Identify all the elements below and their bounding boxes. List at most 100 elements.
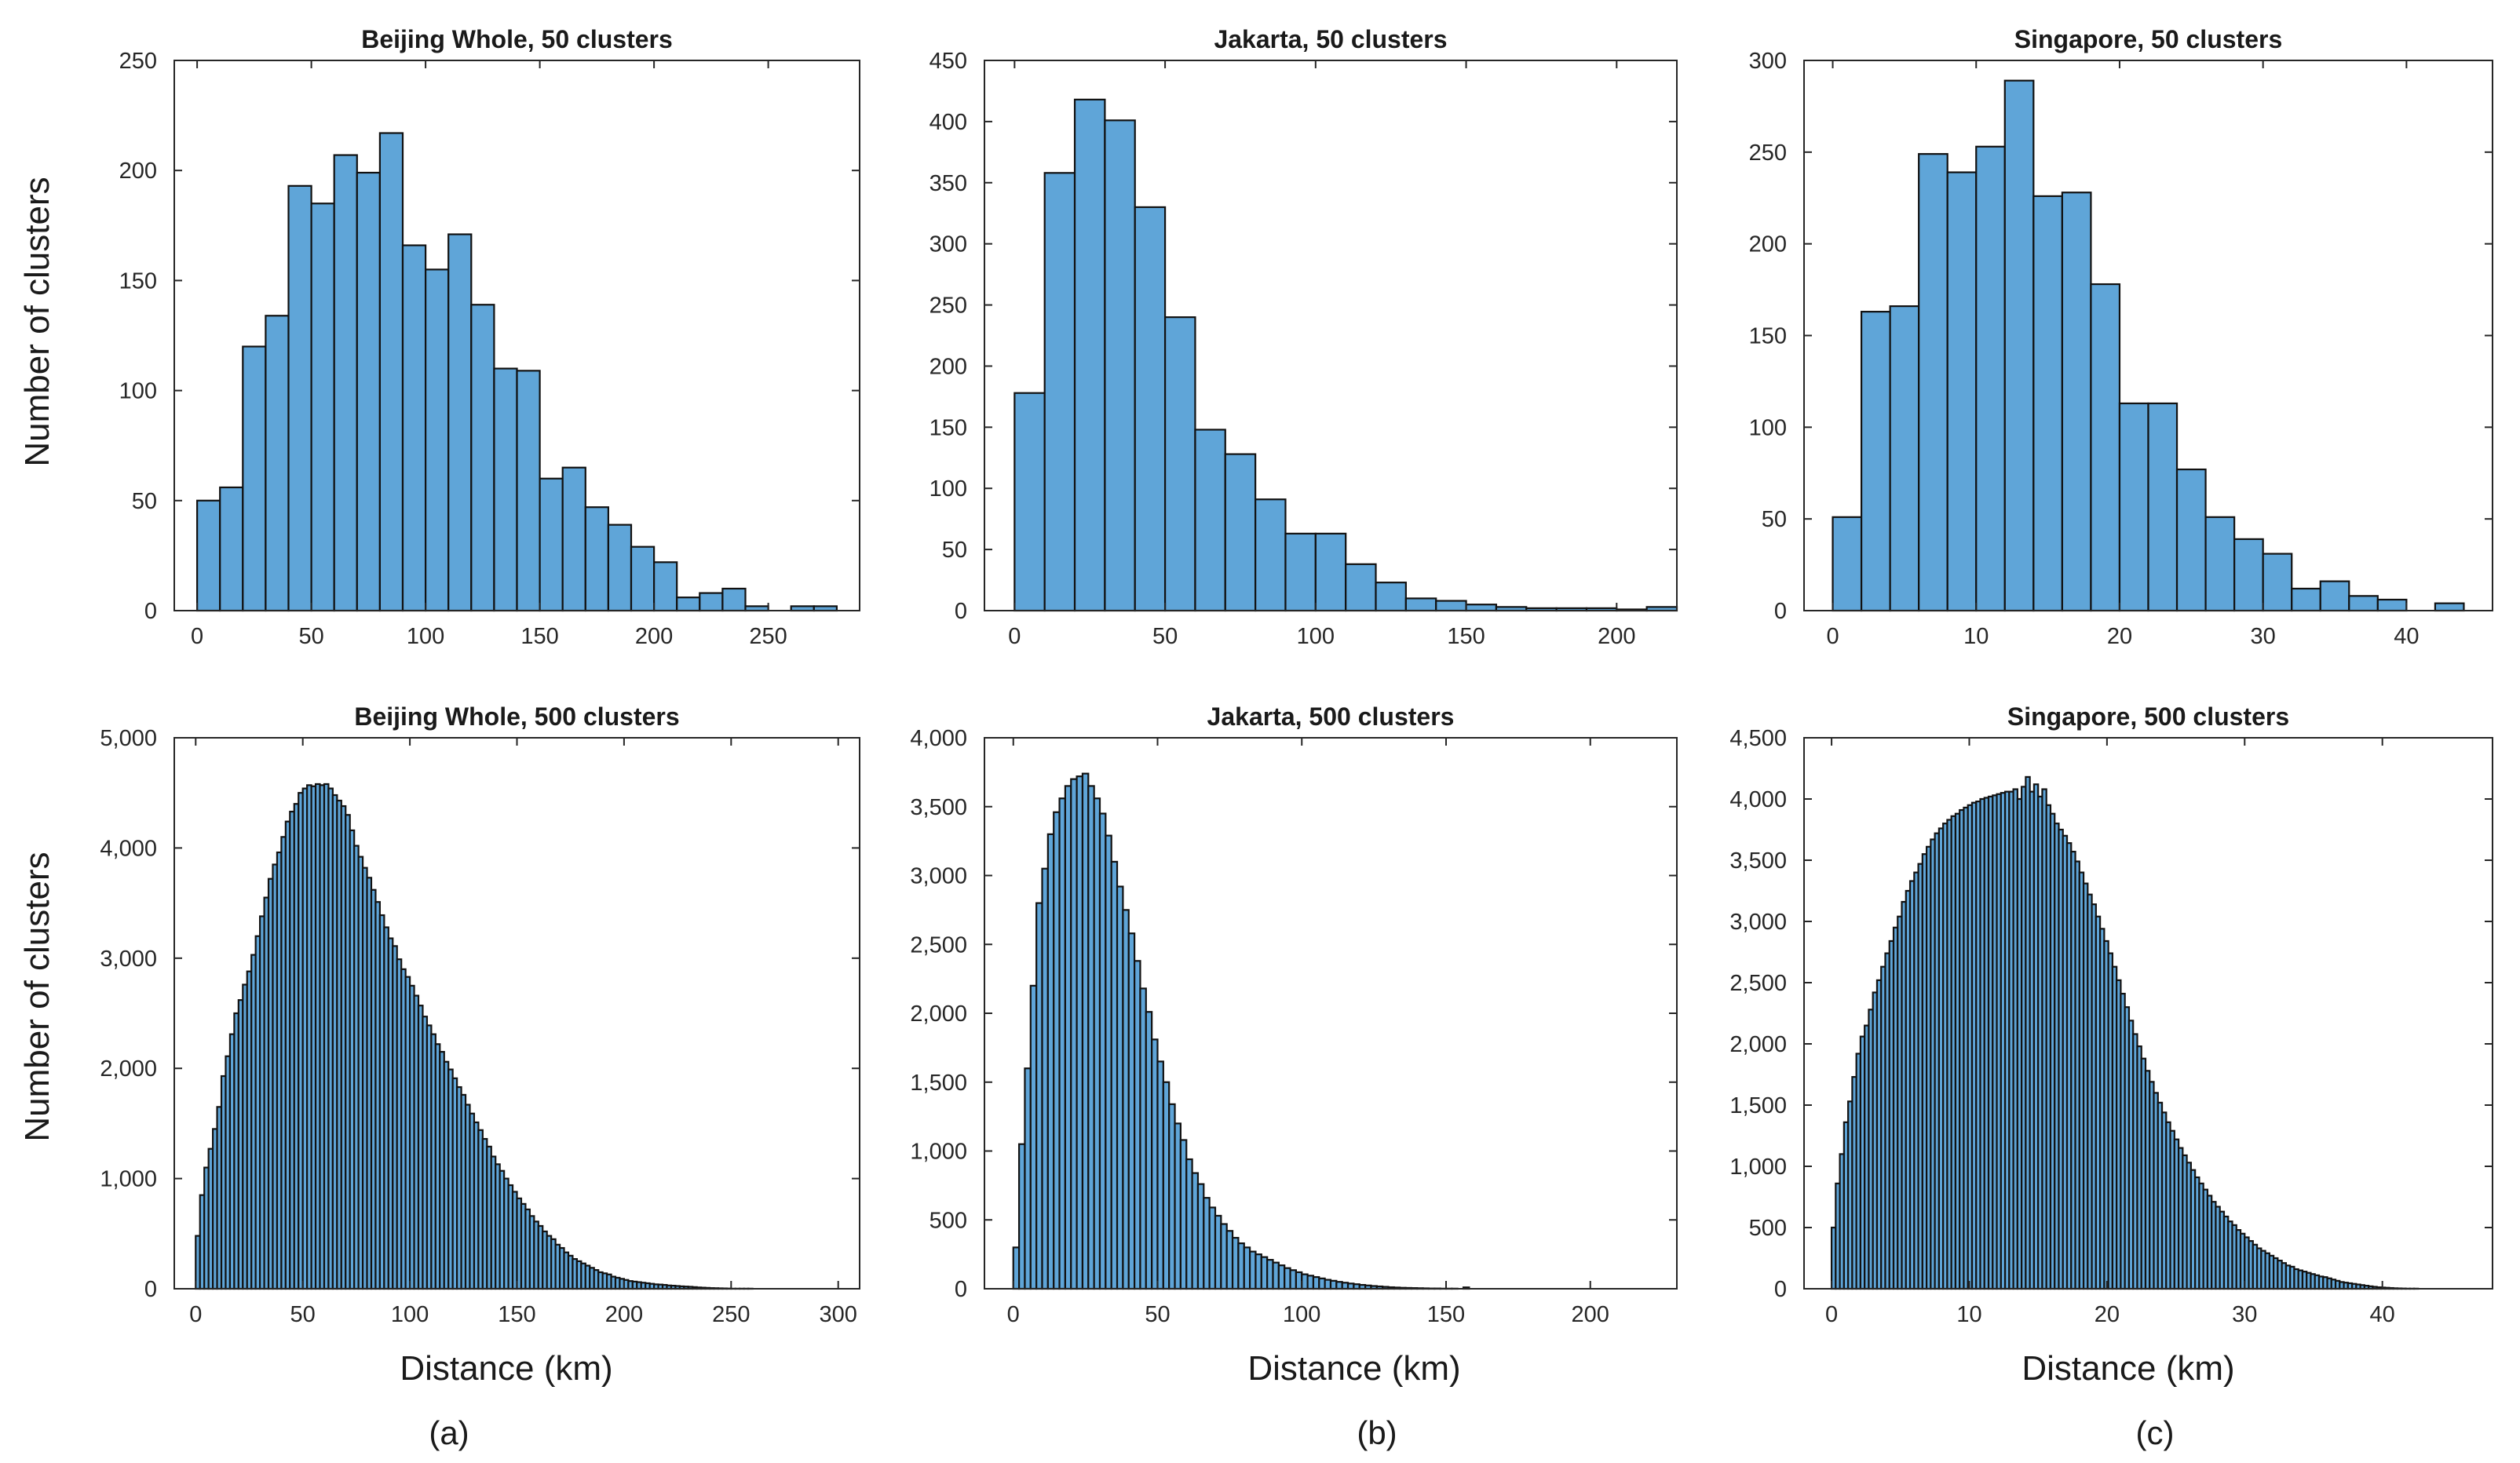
y-tick-label: 2,500 — [910, 932, 967, 958]
histogram-bar — [1306, 1275, 1315, 1290]
histogram-bar — [1041, 867, 1049, 1290]
y-tick-label: 3,500 — [910, 795, 967, 820]
histogram-bar — [1301, 1273, 1309, 1290]
histogram-bar — [1064, 785, 1072, 1290]
histogram-bar — [1203, 1197, 1211, 1290]
y-tick-label: 4,000 — [1729, 787, 1787, 812]
x-tick-label: 200 — [605, 1302, 643, 1327]
histogram-bar — [1284, 1267, 1291, 1290]
y-tick-label: 4,000 — [100, 836, 157, 861]
histogram-bar — [1196, 1183, 1205, 1290]
chart-title: Beijing Whole, 500 clusters — [354, 702, 679, 731]
histogram-panel-1: Beijing Whole, 50 clusters 0 50 100 150 200 25… — [119, 25, 860, 649]
histogram-bar — [1012, 1246, 1021, 1290]
y-tick-label: 0 — [144, 599, 157, 624]
histogram-bar — [1013, 392, 1046, 612]
x-tick-label: 200 — [1572, 1302, 1609, 1327]
histogram-bar — [1073, 98, 1106, 612]
xlabel-panel-a: Distance (km) — [400, 1349, 612, 1388]
axes-frame — [173, 60, 860, 611]
histogram-bar — [1087, 785, 1095, 1290]
histogram-bar — [1465, 604, 1498, 612]
bars — [1832, 79, 2465, 612]
x-tick-label: 10 — [1963, 624, 1989, 649]
x-tick-label: 0 — [1825, 1302, 1838, 1327]
bars — [1012, 772, 1470, 1290]
y-tick-label: 350 — [929, 171, 967, 196]
histogram-bar — [1017, 1143, 1026, 1290]
histogram-bar — [1346, 1282, 1355, 1290]
histogram-bar — [721, 587, 747, 612]
histogram-bar — [561, 466, 586, 612]
x-tick-label: 0 — [1007, 1302, 1020, 1327]
subfigure-label-a: (a) — [429, 1414, 469, 1451]
y-tick-label: 2,500 — [1729, 971, 1787, 996]
histogram-bar — [447, 233, 473, 612]
y-tick-label: 2,000 — [100, 1056, 157, 1082]
x-tick-label: 250 — [749, 624, 787, 649]
x-tick-label: 150 — [498, 1302, 535, 1327]
histogram-bar — [1314, 532, 1347, 612]
histogram-bar — [1324, 1279, 1332, 1290]
histogram-bar — [1185, 1158, 1193, 1290]
histogram-bar — [1127, 932, 1136, 1290]
y-tick-label: 3,500 — [1729, 848, 1787, 874]
x-tick-label: 150 — [520, 624, 558, 649]
y-tick-label: 1,500 — [1729, 1093, 1787, 1118]
histogram-bar — [516, 370, 541, 612]
histogram-bar — [2061, 192, 2092, 612]
x-tick-label: 100 — [391, 1302, 429, 1327]
histogram-bar — [607, 524, 633, 612]
ylabel-top-row: Number of clusters — [18, 177, 57, 466]
histogram-bar — [1156, 1060, 1164, 1290]
histogram-panel-6: Singapore, 500 clusters 0 10 20 30 40 0 500 1,00… — [1729, 702, 2493, 1327]
histogram-bar — [1174, 1122, 1182, 1290]
histogram-bar — [333, 154, 358, 612]
histogram-bar — [2434, 602, 2465, 612]
y-tick-label: 4,500 — [1729, 726, 1787, 751]
histogram-bar — [1289, 1269, 1298, 1290]
histogram-bar — [2291, 587, 2321, 612]
y-tick-label: 150 — [929, 415, 967, 440]
histogram-bar — [470, 304, 495, 612]
x-tick-label: 40 — [2394, 624, 2419, 649]
x-tick-label: 30 — [2232, 1302, 2257, 1327]
y-tick-label: 200 — [119, 159, 157, 184]
x-tick-label: 0 — [191, 624, 203, 649]
x-tick-label: 100 — [1283, 1302, 1320, 1327]
x-tick-label: 30 — [2251, 624, 2276, 649]
histogram-bar — [1133, 960, 1141, 1290]
histogram-bar — [1214, 1214, 1222, 1290]
histogram-bar — [1335, 1281, 1343, 1290]
histogram-bar — [1918, 153, 1948, 612]
histogram-bar — [196, 499, 221, 612]
histogram-bar — [1043, 172, 1076, 612]
y-tick-label: 400 — [929, 110, 967, 135]
y-tick-label: 150 — [119, 268, 157, 294]
bars — [1830, 775, 2420, 1290]
histogram-bar — [2090, 283, 2121, 612]
histogram-bar — [1046, 833, 1055, 1290]
y-tick-label: 200 — [1749, 232, 1787, 257]
histogram-bar — [1329, 1279, 1338, 1290]
histogram-bar — [1266, 1259, 1274, 1290]
histogram-bar — [2032, 195, 2063, 612]
histogram-bar — [1122, 909, 1130, 1290]
histogram-bar — [1110, 860, 1119, 1290]
histogram-bar — [2118, 402, 2149, 612]
histogram-bar — [1345, 563, 1377, 612]
histogram-bar — [1341, 1282, 1349, 1290]
histogram-bar — [1435, 600, 1467, 612]
x-tick-label: 0 — [1826, 624, 1839, 649]
bars — [196, 132, 838, 612]
histogram-bar — [1024, 1067, 1032, 1290]
y-tick-label: 300 — [929, 232, 967, 257]
histogram-bar — [1832, 516, 1863, 612]
histogram-bar — [1231, 1236, 1240, 1290]
histogram-bar — [1194, 429, 1226, 612]
x-tick-label: 50 — [298, 624, 323, 649]
chart-title: Singapore, 500 clusters — [2007, 702, 2289, 731]
xlabel-panel-b: Distance (km) — [1247, 1349, 1460, 1388]
histogram-bar — [1162, 1081, 1171, 1290]
y-tick-label: 200 — [929, 354, 967, 379]
